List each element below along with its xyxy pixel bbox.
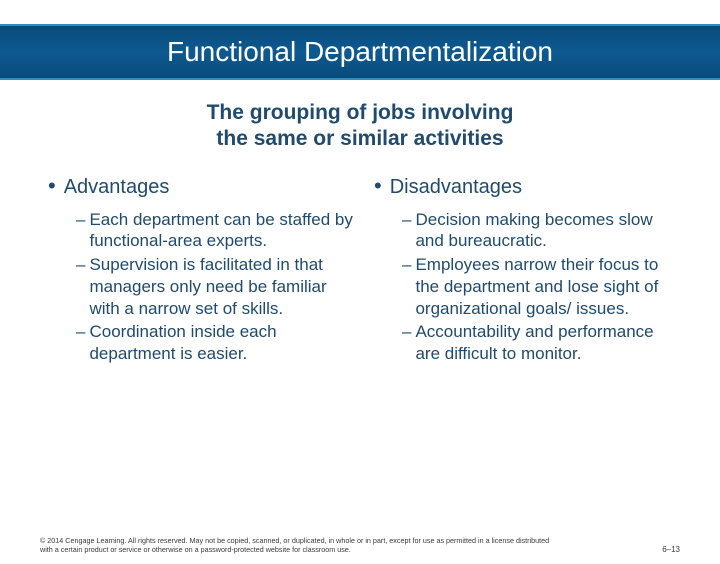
dash-icon: – <box>76 321 85 365</box>
point-text: Coordination inside each department is e… <box>89 321 354 365</box>
subtitle-line1: The grouping of jobs involving <box>207 101 514 124</box>
disadvantages-heading: • Disadvantages <box>374 175 680 199</box>
point-text: Employees narrow their focus to the depa… <box>415 254 680 319</box>
dash-icon: – <box>402 254 411 319</box>
slide-footer: © 2014 Cengage Learning. All rights rese… <box>40 536 680 554</box>
copyright-text: © 2014 Cengage Learning. All rights rese… <box>40 536 560 554</box>
point-text: Supervision is facilitated in that manag… <box>89 254 354 319</box>
page-number: 6–13 <box>662 545 680 554</box>
content-columns: • Advantages – Each department can be st… <box>0 175 720 367</box>
slide-subtitle: The grouping of jobs involving the same … <box>0 100 720 153</box>
advantages-heading: • Advantages <box>48 175 354 199</box>
bullet-icon: • <box>374 175 382 197</box>
list-item: – Supervision is facilitated in that man… <box>76 254 354 319</box>
point-text: Each department can be staffed by functi… <box>89 209 354 253</box>
title-banner: Functional Departmentalization <box>0 24 720 80</box>
advantages-heading-text: Advantages <box>64 176 170 199</box>
bullet-icon: • <box>48 175 56 197</box>
subtitle-line2: the same or similar activities <box>216 127 503 150</box>
list-item: – Accountability and performance are dif… <box>402 321 680 365</box>
slide-title: Functional Departmentalization <box>0 26 720 78</box>
point-text: Accountability and performance are diffi… <box>415 321 680 365</box>
list-item: – Each department can be staffed by func… <box>76 209 354 253</box>
disadvantages-heading-text: Disadvantages <box>390 176 522 199</box>
list-item: – Employees narrow their focus to the de… <box>402 254 680 319</box>
list-item: – Coordination inside each department is… <box>76 321 354 365</box>
dash-icon: – <box>402 209 411 253</box>
advantages-column: • Advantages – Each department can be st… <box>48 175 354 367</box>
list-item: – Decision making becomes slow and burea… <box>402 209 680 253</box>
dash-icon: – <box>76 209 85 253</box>
dash-icon: – <box>402 321 411 365</box>
point-text: Decision making becomes slow and bureauc… <box>415 209 680 253</box>
disadvantages-points: – Decision making becomes slow and burea… <box>374 209 680 365</box>
disadvantages-column: • Disadvantages – Decision making become… <box>374 175 680 367</box>
dash-icon: – <box>76 254 85 319</box>
advantages-points: – Each department can be staffed by func… <box>48 209 354 365</box>
